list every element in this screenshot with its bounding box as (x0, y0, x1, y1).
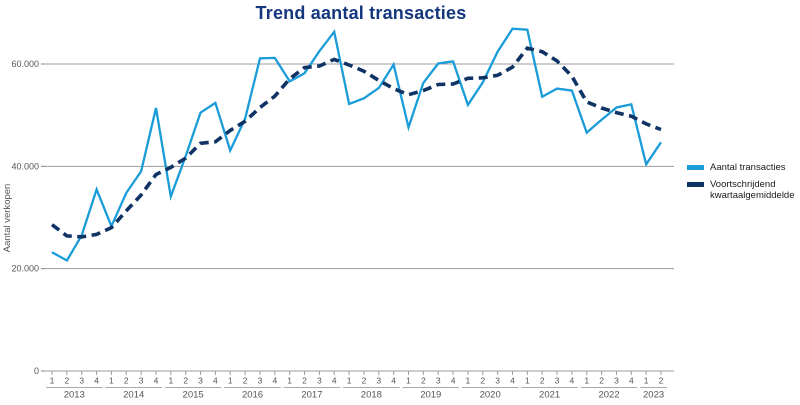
quarter-label: 4 (570, 376, 575, 386)
legend: Aantal transacties Voortschrijdend kwart… (687, 162, 796, 208)
quarter-label: 3 (495, 376, 500, 386)
quarter-label: 1 (168, 376, 173, 386)
quarter-label: 3 (258, 376, 263, 386)
quarter-label: 3 (436, 376, 441, 386)
quarter-label: 4 (272, 376, 277, 386)
quarter-label: 3 (139, 376, 144, 386)
year-label: 2022 (598, 390, 619, 401)
legend-swatch-dashed-line-icon (687, 182, 704, 188)
y-tick-label: 20.000 (11, 264, 39, 274)
quarter-label: 2 (243, 376, 248, 386)
quarter-label: 2 (540, 376, 545, 386)
quarter-label: 4 (451, 376, 456, 386)
quarter-label: 4 (510, 376, 515, 386)
quarter-label: 1 (466, 376, 471, 386)
quarter-label: 3 (79, 376, 84, 386)
quarter-label: 2 (362, 376, 367, 386)
quarter-label: 1 (50, 376, 55, 386)
y-tick-label: 0 (34, 366, 39, 376)
quarter-label: 2 (64, 376, 69, 386)
legend-item-voortschrijdend-kwartaalgemiddelde: Voortschrijdend kwartaalgemiddelde (687, 179, 796, 201)
quarter-label: 2 (480, 376, 485, 386)
quarter-label: 1 (109, 376, 114, 386)
quarter-label: 2 (183, 376, 188, 386)
year-label: 2019 (420, 390, 441, 401)
quarter-label: 4 (332, 376, 337, 386)
quarter-label: 1 (287, 376, 292, 386)
y-tick-label: 60.000 (11, 59, 39, 69)
quarter-label: 1 (525, 376, 530, 386)
quarter-label: 4 (391, 376, 396, 386)
quarter-label: 1 (644, 376, 649, 386)
quarter-label: 1 (228, 376, 233, 386)
quarter-label: 2 (421, 376, 426, 386)
quarter-label: 3 (198, 376, 203, 386)
quarter-label: 3 (317, 376, 322, 386)
legend-swatch-solid-line-icon (687, 165, 704, 170)
year-label: 2013 (64, 390, 85, 401)
quarter-label: 1 (347, 376, 352, 386)
year-label: 2023 (643, 390, 664, 401)
quarter-label: 2 (124, 376, 129, 386)
year-label: 2017 (301, 390, 322, 401)
quarter-label: 2 (659, 376, 664, 386)
year-label: 2016 (242, 390, 263, 401)
quarter-label: 1 (406, 376, 411, 386)
quarter-label: 3 (376, 376, 381, 386)
quarter-label: 3 (614, 376, 619, 386)
series-line-voortschrijdend-kwartaalgemiddelde (50, 46, 662, 239)
quarter-label: 4 (154, 376, 159, 386)
quarter-label: 2 (302, 376, 307, 386)
legend-label: Voortschrijdend kwartaalgemiddelde (710, 179, 795, 202)
series-line-aantal-transacties (51, 27, 662, 263)
legend-item-aantal-transacties: Aantal transacties (687, 162, 796, 173)
year-label: 2018 (361, 390, 382, 401)
y-tick-label: 40.000 (11, 161, 39, 171)
quarter-label: 3 (555, 376, 560, 386)
chart-title: Trend aantal transacties (255, 3, 467, 23)
year-label: 2020 (480, 390, 501, 401)
quarter-label: 2 (599, 376, 604, 386)
year-label: 2014 (123, 390, 144, 401)
quarter-label: 4 (213, 376, 218, 386)
quarter-label: 4 (629, 376, 634, 386)
y-axis-title: Aantal verkopen (2, 184, 13, 253)
year-label: 2015 (183, 390, 204, 401)
legend-label: Aantal transacties (710, 162, 786, 173)
quarter-label: 1 (584, 376, 589, 386)
quarter-label: 4 (94, 376, 99, 386)
year-label: 2021 (539, 390, 560, 401)
